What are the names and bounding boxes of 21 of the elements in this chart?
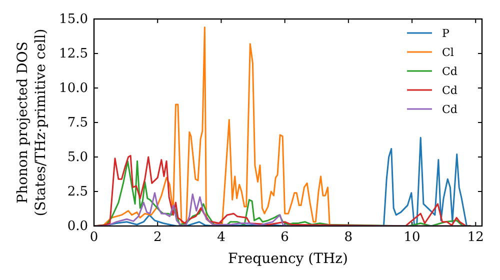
x-axis-title: Frequency (THz) — [228, 251, 348, 267]
y-tick-label: 7.5 — [67, 116, 88, 131]
legend-label: Cl — [442, 46, 454, 59]
x-tick-label: 2 — [153, 230, 162, 246]
x-tick-label: 10 — [404, 230, 420, 246]
legend-label: P — [442, 27, 450, 40]
legend-label: Cd — [442, 103, 458, 116]
x-tick-label: 0 — [90, 230, 98, 246]
x-tick-label: 8 — [344, 230, 353, 246]
y-tick-label: 10.0 — [59, 81, 88, 96]
y-tick-label: 0.0 — [67, 219, 88, 234]
x-tick-label: 6 — [280, 230, 289, 246]
x-tick-label: 4 — [217, 230, 226, 246]
y-tick-label: 2.5 — [67, 184, 88, 200]
x-tick-label: 12 — [467, 230, 484, 246]
y-tick-label: 12.5 — [59, 46, 88, 62]
y-tick-label: 15.0 — [59, 12, 88, 28]
legend-label: Cd — [442, 84, 458, 97]
y-tick-label: 5.0 — [67, 150, 88, 166]
legend-label: Cd — [442, 65, 458, 78]
y-axis-title: Phonon projected DOS (States/THz·primitive cell) — [15, 28, 49, 216]
